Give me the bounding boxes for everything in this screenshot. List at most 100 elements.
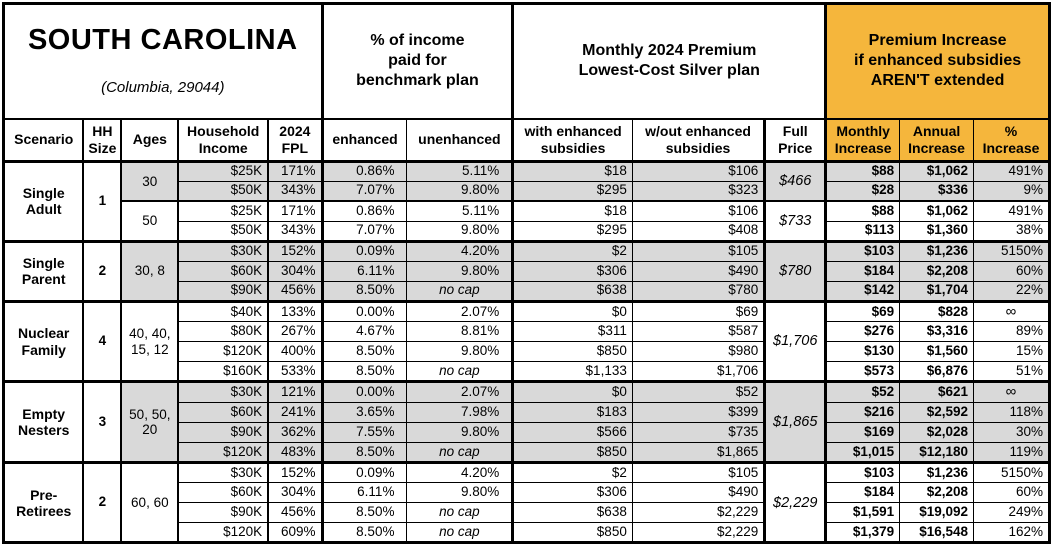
cell-without-subsidies: $105 [631, 239, 766, 262]
cell-fpl: 609% [267, 522, 323, 544]
cell-annual-increase: $1,360 [899, 220, 975, 242]
cell-fpl: 533% [267, 361, 323, 383]
cell-enhanced-pct: 8.50% [320, 502, 408, 524]
cell-without-subsidies: $980 [631, 341, 766, 363]
cell-without-subsidies: $735 [631, 422, 766, 444]
table-row: $120K 483% 8.50% no cap $850 $1,865 $1,015 $12,… [4, 442, 1050, 464]
cell-monthly-increase: $1,379 [824, 522, 901, 544]
col-header-scenario: Scenario [3, 118, 84, 163]
cell-full-price: $780 [763, 239, 827, 302]
cell-pct-increase: 22% [973, 280, 1050, 302]
state-title: SOUTH CAROLINA [27, 24, 298, 56]
table-row: $160K 533% 8.50% no cap $1,133 $1,706 $573 $6,8… [4, 361, 1050, 383]
cell-without-subsidies: $587 [631, 321, 766, 343]
cell-monthly-increase: $573 [824, 361, 901, 383]
cell-with-subsidies: $0 [511, 380, 633, 404]
cell-household-income: $60K [177, 402, 269, 424]
table-row: Nuclear Family 4 40, 40, 15, 12 $40K 133% 0.0… [3, 299, 1050, 383]
cell-unenhanced-pct: 9.80% [406, 220, 514, 242]
cell-monthly-increase: $52 [824, 380, 901, 404]
cell-household-income: $120K [177, 341, 269, 363]
col-header-with-subsidies: with enhanced subsidies [511, 118, 633, 163]
table-title-cell: SOUTH CAROLINA (Columbia, 29044) [3, 2, 323, 120]
cell-household-income: $40K [177, 299, 269, 323]
cell-fpl: 343% [267, 180, 323, 202]
cell-pct-increase: 9% [973, 180, 1050, 202]
cell-household-income: $30K [177, 461, 269, 484]
cell-ages: 60, 60 [120, 461, 179, 544]
cell-pct-increase: 38% [973, 220, 1050, 242]
cell-annual-increase: $1,236 [899, 239, 975, 262]
cell-fpl: 152% [267, 239, 323, 262]
cell-with-subsidies: $306 [511, 260, 633, 282]
cell-with-subsidies: $2 [511, 239, 633, 262]
cell-unenhanced-pct: 4.20% [406, 461, 514, 484]
table-row: $50K 343% 7.07% 9.80% $295 $408 $113 $1,360 38% [4, 220, 1050, 242]
cell-annual-increase: $1,062 [899, 160, 975, 182]
cell-household-income: $30K [177, 380, 269, 404]
cell-unenhanced-pct: 4.20% [406, 239, 514, 262]
cell-without-subsidies: $2,229 [631, 502, 766, 524]
cell-monthly-increase: $88 [824, 200, 901, 222]
cell-with-subsidies: $18 [511, 160, 633, 182]
cell-unenhanced-pct: no cap [406, 502, 514, 524]
cell-unenhanced-pct: 2.07% [406, 299, 514, 323]
cell-full-price: $1,865 [763, 380, 827, 464]
col-header-pct-increase: % Increase [973, 118, 1050, 163]
cell-household-income: $60K [177, 260, 269, 282]
cell-pct-increase: 249% [973, 502, 1050, 524]
col-header-2024-fpl: 2024 FPL [267, 118, 323, 163]
cell-fpl: 362% [267, 422, 323, 444]
cell-unenhanced-pct: no cap [406, 522, 514, 544]
cell-ages: 30, 8 [120, 239, 179, 302]
cell-ages: 50, 50, 20 [120, 380, 179, 464]
cell-ages: 50 [120, 200, 179, 242]
cell-with-subsidies: $1,133 [511, 361, 633, 383]
cell-fpl: 304% [267, 482, 323, 504]
cell-pct-increase: 119% [973, 442, 1050, 464]
group-header-premium: Monthly 2024 Premium Lowest-Cost Silver … [511, 2, 827, 120]
cell-enhanced-pct: 8.50% [320, 442, 408, 464]
cell-without-subsidies: $490 [631, 482, 766, 504]
cell-annual-increase: $2,028 [899, 422, 975, 444]
cell-household-income: $120K [177, 522, 269, 544]
table-row: $60K 304% 6.11% 9.80% $306 $490 $184 $2,208 60% [4, 482, 1050, 504]
cell-annual-increase: $621 [899, 380, 975, 404]
cell-enhanced-pct: 6.11% [320, 260, 408, 282]
cell-household-income: $160K [177, 361, 269, 383]
cell-household-income: $120K [177, 442, 269, 464]
cell-enhanced-pct: 7.07% [320, 220, 408, 242]
cell-pct-increase: 60% [973, 260, 1050, 282]
cell-with-subsidies: $183 [511, 402, 633, 424]
cell-scenario: Pre-Retirees [3, 461, 84, 544]
cell-household-income: $30K [177, 239, 269, 262]
cell-pct-increase: 491% [973, 200, 1050, 222]
cell-monthly-increase: $276 [824, 321, 901, 343]
cell-hh-size: 3 [82, 380, 122, 464]
cell-without-subsidies: $1,865 [631, 442, 766, 464]
cell-fpl: 152% [267, 461, 323, 484]
cell-with-subsidies: $0 [511, 299, 633, 323]
cell-without-subsidies: $1,706 [631, 361, 766, 383]
cell-ages: 40, 40, 15, 12 [120, 299, 179, 383]
cell-pct-increase: 491% [973, 160, 1050, 182]
cell-annual-increase: $3,316 [899, 321, 975, 343]
cell-annual-increase: $2,208 [899, 260, 975, 282]
cell-annual-increase: $336 [899, 180, 975, 202]
cell-fpl: 121% [267, 380, 323, 404]
cell-fpl: 267% [267, 321, 323, 343]
table-row: Single Parent 2 30, 8 $30K 152% 0.09% 4.20% $2 $… [3, 239, 1050, 302]
cell-fpl: 400% [267, 341, 323, 363]
cell-unenhanced-pct: 7.98% [406, 402, 514, 424]
cell-pct-increase: 5150% [973, 239, 1050, 262]
cell-scenario: Single Adult [3, 160, 84, 242]
cell-unenhanced-pct: 9.80% [406, 482, 514, 504]
cell-without-subsidies: $106 [631, 200, 766, 222]
cell-fpl: 343% [267, 220, 323, 242]
cell-with-subsidies: $638 [511, 502, 633, 524]
cell-unenhanced-pct: 9.80% [406, 180, 514, 202]
cell-enhanced-pct: 8.50% [320, 522, 408, 544]
group-header-increase: Premium Increase if enhanced subsidies A… [824, 2, 1050, 120]
cell-monthly-increase: $142 [824, 280, 901, 302]
cell-without-subsidies: $408 [631, 220, 766, 242]
